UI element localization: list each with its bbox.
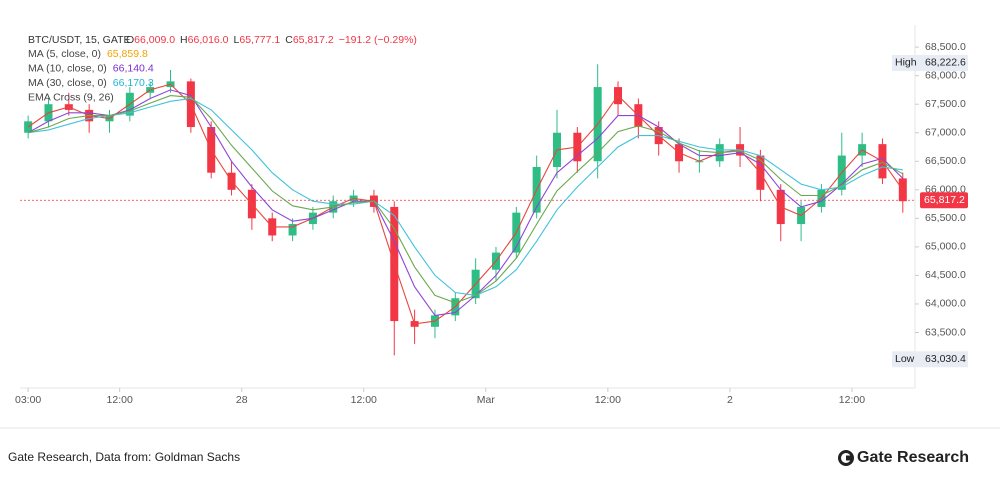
y-tick-label: 64,000.0 — [925, 298, 966, 310]
ohlc-key: L — [234, 34, 240, 46]
ohlc-value: 65,777.1 — [239, 34, 280, 46]
legend-value: 66,140.4 — [113, 62, 154, 74]
ohlc-value: 66,016.0 — [188, 34, 229, 46]
last-price-box — [920, 192, 968, 209]
legend-name: EMA Cross (9, 26) — [28, 91, 114, 103]
x-tick-label: 12:00 — [351, 394, 377, 406]
x-tick-label: 2 — [727, 394, 733, 406]
low-value: 63,030.4 — [925, 353, 966, 365]
x-tick-label: 28 — [236, 394, 248, 406]
y-tick-label: 68,500.0 — [925, 41, 966, 53]
low-box — [892, 351, 968, 368]
footer-brand: Gate Research — [857, 449, 969, 466]
ohlc-value: 65,817.2 — [293, 34, 334, 46]
x-tick-label: 03:00 — [15, 394, 41, 406]
high-value: 68,222.6 — [925, 57, 966, 69]
candle-body — [288, 224, 297, 236]
y-tick-label: 65,000.0 — [925, 241, 966, 253]
legend-name: MA (10, close, 0) — [28, 62, 107, 74]
y-tick-label: 65,500.0 — [925, 212, 966, 224]
ohlc-key: C — [285, 34, 293, 46]
legend-value: 66,170.3 — [113, 77, 154, 89]
low-label: Low — [895, 353, 915, 365]
indicator-line — [28, 97, 903, 296]
x-tick-label: Mar — [477, 394, 496, 406]
legend-value: 65,859.8 — [107, 48, 148, 60]
indicator-line — [27, 83, 904, 325]
legend-name: MA (30, close, 0) — [28, 77, 107, 89]
brand-logo — [838, 450, 854, 466]
indicator-line — [27, 95, 904, 304]
y-tick-label: 64,500.0 — [925, 269, 966, 281]
high-box — [892, 54, 968, 71]
y-tick-label: 67,500.0 — [925, 98, 966, 110]
x-tick-label: 12:00 — [839, 394, 865, 406]
y-tick-label: 63,500.0 — [925, 326, 966, 338]
candle-body — [898, 178, 907, 202]
x-tick-label: 12:00 — [107, 394, 133, 406]
x-tick-label: 12:00 — [595, 394, 621, 406]
y-tick-label: 68,000.0 — [925, 69, 966, 81]
legend-name: MA (5, close, 0) — [28, 48, 101, 60]
ohlc-key: O — [126, 34, 134, 46]
ohlc-value: 66,009.0 — [134, 34, 175, 46]
change: −191.2 (−0.29%) — [339, 34, 417, 46]
ohlc-key: H — [180, 34, 188, 46]
last-price-label: 65,817.2 — [924, 194, 965, 206]
y-tick-label: 66,500.0 — [925, 155, 966, 167]
symbol: BTC/USDT, 15, GATE — [28, 34, 131, 46]
high-label: High — [895, 57, 917, 69]
y-tick-label: 67,000.0 — [925, 127, 966, 139]
indicator-line — [27, 89, 904, 316]
footer-source: Gate Research, Data from: Goldman Sachs — [8, 450, 240, 464]
